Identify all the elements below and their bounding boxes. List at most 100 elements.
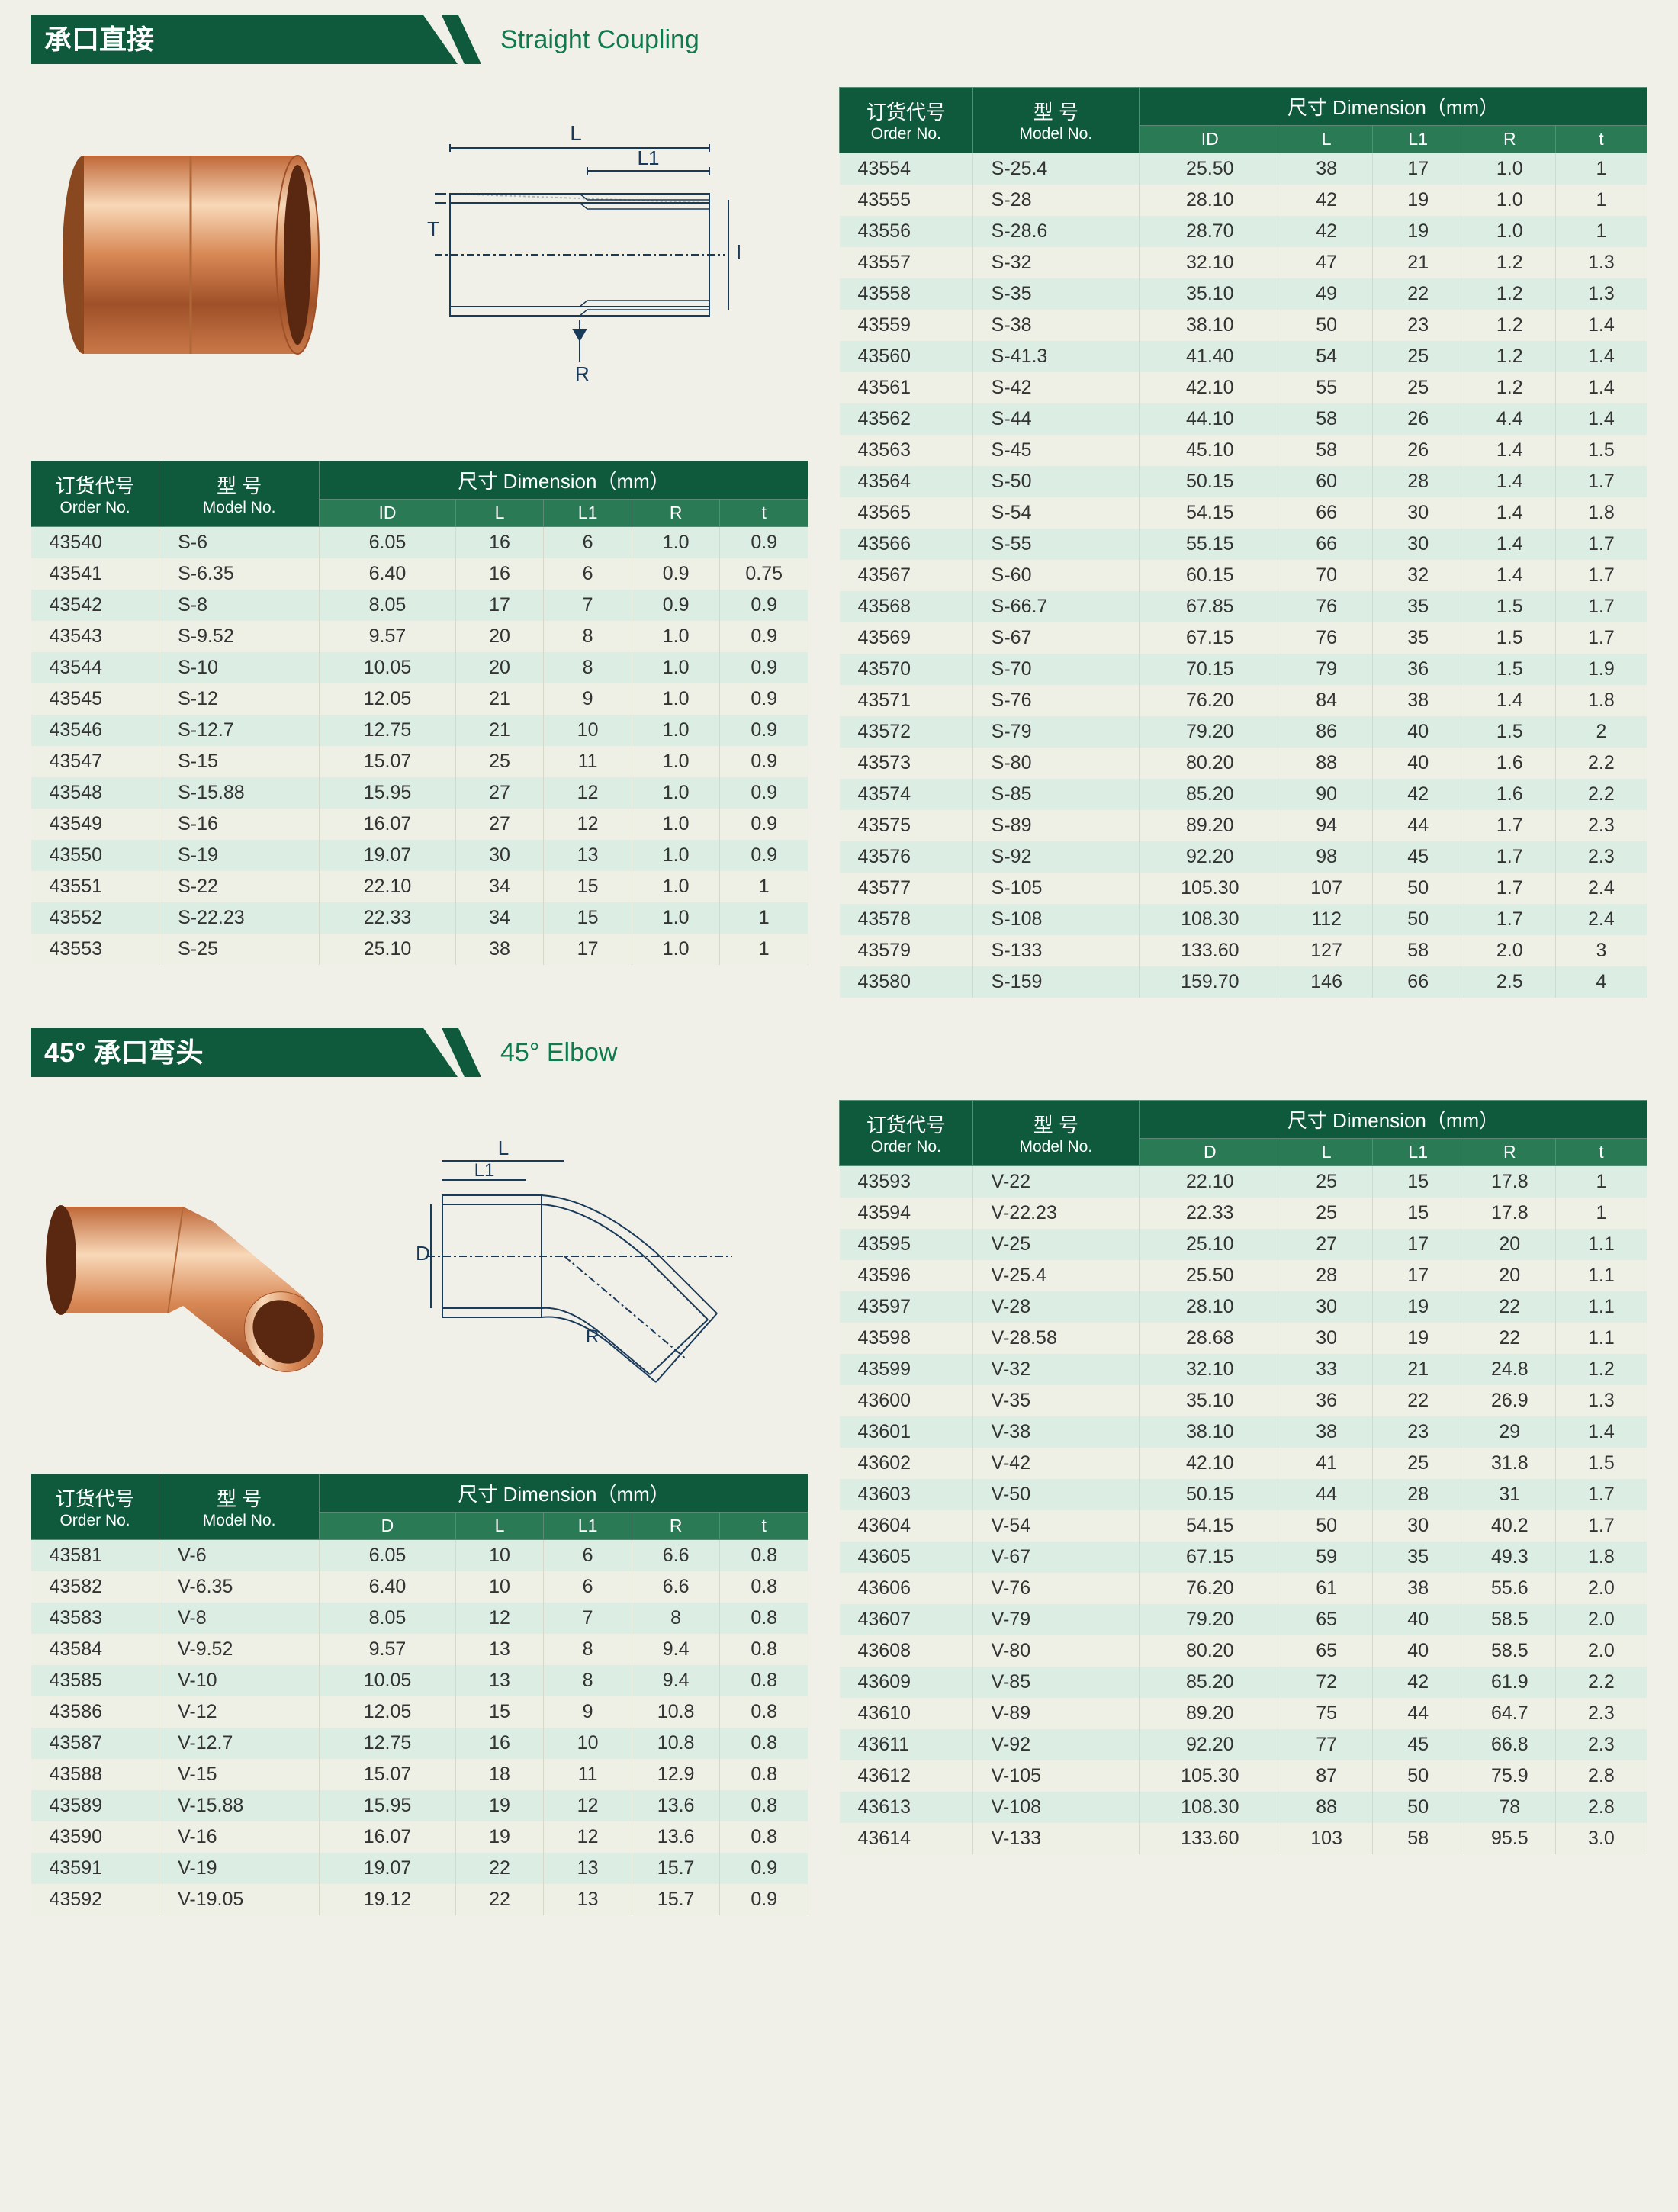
dim-cell: 25.50 — [1140, 1260, 1281, 1291]
order-no-cell: 43589 — [31, 1790, 159, 1821]
dim-cell: 95.5 — [1464, 1823, 1555, 1854]
dim-cell: 49.3 — [1464, 1542, 1555, 1573]
order-no-cell: 43545 — [31, 683, 159, 715]
model-cell: S-28.6 — [972, 216, 1139, 247]
order-no-cell: 43590 — [31, 1821, 159, 1853]
order-no-cell: 43603 — [840, 1479, 973, 1510]
model-cell: V-6 — [159, 1540, 320, 1572]
dim-cell: 0.9 — [720, 652, 808, 683]
model-cell: S-80 — [972, 748, 1139, 779]
dim-cell: 28.10 — [1140, 1291, 1281, 1323]
section-0: 承口直接 Straight Coupling — [31, 15, 1647, 998]
order-no-cell: 43575 — [840, 810, 973, 841]
dim-cell: 66.8 — [1464, 1729, 1555, 1760]
dim-cell: 1.3 — [1555, 1385, 1647, 1416]
coupling-diagram-svg: L L1 T D R — [389, 117, 740, 392]
model-cell: S-50 — [972, 466, 1139, 497]
title-cn: 承口直接 — [31, 15, 458, 64]
product-coupling-svg — [38, 125, 343, 384]
dim-cell: 3.0 — [1555, 1823, 1647, 1854]
dim-cell: 0.8 — [720, 1728, 808, 1759]
model-cell: S-6 — [159, 527, 320, 559]
dim-cell: 13.6 — [632, 1790, 720, 1821]
table-row: 43550 S-19 19.07 30 13 1.0 0.9 — [31, 840, 808, 871]
dim-cell: 12 — [544, 1790, 632, 1821]
order-no-cell: 43596 — [840, 1260, 973, 1291]
dim-cell: 27 — [1281, 1229, 1372, 1260]
order-no-cell: 43613 — [840, 1792, 973, 1823]
order-no-cell: 43579 — [840, 935, 973, 966]
dim-cell: 54 — [1281, 341, 1372, 372]
dim-cell: 0.9 — [632, 590, 720, 621]
dim-cell: 0.9 — [720, 621, 808, 652]
dim-cell: 33 — [1281, 1354, 1372, 1385]
dim-cell: 28 — [1372, 1479, 1464, 1510]
order-no-cell: 43607 — [840, 1604, 973, 1635]
model-cell: V-80 — [972, 1635, 1139, 1667]
dim-cell: 76.20 — [1140, 685, 1281, 716]
dim-cell: 0.8 — [720, 1603, 808, 1634]
dim-cell: 7 — [544, 1603, 632, 1634]
dim-cell: 22 — [1464, 1291, 1555, 1323]
order-no-cell: 43556 — [840, 216, 973, 247]
dim-cell: 27 — [455, 809, 544, 840]
dim-cell: 2.3 — [1555, 810, 1647, 841]
dim-cell: 6 — [544, 527, 632, 559]
model-cell: S-66.7 — [972, 591, 1139, 622]
dim-cell: 66 — [1281, 497, 1372, 529]
dim-cell: 79 — [1281, 654, 1372, 685]
dim-cell: 50 — [1372, 904, 1464, 935]
dim-cell: 1.5 — [1555, 435, 1647, 466]
dim-cell: 2.8 — [1555, 1760, 1647, 1792]
dim-cell: 27 — [455, 777, 544, 809]
dim-cell: 15.7 — [632, 1853, 720, 1884]
dim-cell: 40.2 — [1464, 1510, 1555, 1542]
dim-cell: 9.4 — [632, 1665, 720, 1696]
dim-cell: 1.0 — [632, 902, 720, 934]
model-cell: V-22 — [972, 1166, 1139, 1198]
dim-cell: 3 — [1555, 935, 1647, 966]
dim-cell: 32.10 — [1140, 247, 1281, 278]
dim-cell: 0.9 — [720, 683, 808, 715]
dim-cell: 1.0 — [1464, 216, 1555, 247]
dim-cell: 1.1 — [1555, 1229, 1647, 1260]
dim-cell: 25 — [1281, 1198, 1372, 1229]
dim-cell: 0.8 — [720, 1634, 808, 1665]
dim-cell: 84 — [1281, 685, 1372, 716]
order-no-cell: 43547 — [31, 746, 159, 777]
dim-cell: 6.05 — [320, 527, 456, 559]
dim-cell: 44 — [1281, 1479, 1372, 1510]
model-cell: V-19 — [159, 1853, 320, 1884]
dim-cell: 1.6 — [1464, 748, 1555, 779]
dim-cell: 41.40 — [1140, 341, 1281, 372]
dim-cell: 0.75 — [720, 558, 808, 590]
model-cell: S-16 — [159, 809, 320, 840]
table-row: 43584 V-9.52 9.57 13 8 9.4 0.8 — [31, 1634, 808, 1665]
dim-cell: 76 — [1281, 622, 1372, 654]
order-no-cell: 43563 — [840, 435, 973, 466]
dim-cell: 25 — [1281, 1166, 1372, 1198]
dim-cell: 16.07 — [320, 809, 456, 840]
table-row: 43577 S-105 105.30 107 50 1.7 2.4 — [840, 873, 1647, 904]
dim-cell: 0.9 — [632, 558, 720, 590]
dim-cell: 32.10 — [1140, 1354, 1281, 1385]
dim-cell: 44 — [1372, 1698, 1464, 1729]
order-no-cell: 43581 — [31, 1540, 159, 1572]
table-row: 43569 S-67 67.15 76 35 1.5 1.7 — [840, 622, 1647, 654]
order-no-cell: 43573 — [840, 748, 973, 779]
order-no-cell: 43604 — [840, 1510, 973, 1542]
dim-cell: 22 — [455, 1884, 544, 1915]
order-no-cell: 43612 — [840, 1760, 973, 1792]
dim-cell: 45 — [1372, 1729, 1464, 1760]
dim-cell: 1.4 — [1555, 310, 1647, 341]
dim-cell: 127 — [1281, 935, 1372, 966]
product-image — [31, 117, 351, 392]
product-image — [31, 1130, 351, 1405]
dim-cell: 50 — [1281, 1510, 1372, 1542]
dim-cell: 67.85 — [1140, 591, 1281, 622]
dim-cell: 17 — [1372, 1229, 1464, 1260]
dim-cell: 1.7 — [1555, 622, 1647, 654]
dim-cell: 22 — [1372, 278, 1464, 310]
dim-cell: 1.7 — [1464, 841, 1555, 873]
model-cell: S-22.23 — [159, 902, 320, 934]
